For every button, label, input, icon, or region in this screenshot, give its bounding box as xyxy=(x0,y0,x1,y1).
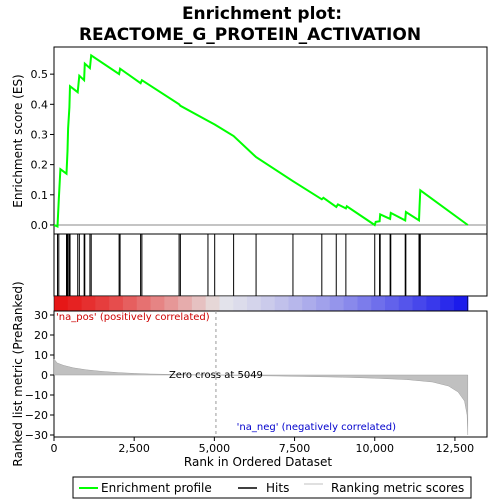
hits-panel-frame xyxy=(53,233,488,297)
gradient-bar-segment xyxy=(357,296,372,311)
gradient-bar-segment xyxy=(81,296,96,311)
ranked-ytick-label: −30 xyxy=(25,429,48,442)
zero-cross-label: Zero cross at 5049 xyxy=(169,370,263,381)
gradient-bar-segment xyxy=(219,296,234,311)
ranked-ytick-label: 0 xyxy=(41,369,48,382)
es-ytick-label: 0.2 xyxy=(31,159,49,172)
gradient-bar-segment xyxy=(412,296,427,311)
es-ytick-label: 0.1 xyxy=(31,189,49,202)
xtick-label: 7,500 xyxy=(279,442,311,455)
xtick-label: 12,500 xyxy=(436,442,475,455)
ranked-ytick-label: 10 xyxy=(34,349,48,362)
xtick-label: 5,000 xyxy=(199,442,231,455)
legend-frame xyxy=(72,476,472,499)
ranked-ylabel: Ranked list metric (PreRanked) xyxy=(11,281,25,466)
es-yaxis: 0.0 0.1 0.2 0.3 0.4 0.5 xyxy=(31,68,54,232)
xtick-label: 2,500 xyxy=(118,442,150,455)
ranked-ytick-label: −10 xyxy=(25,389,48,402)
legend-label-ranking-metric: Ranking metric scores xyxy=(331,481,464,495)
gradient-bar-segment xyxy=(453,296,469,311)
gradient-bar-segment xyxy=(178,296,193,311)
gradient-bar-segment xyxy=(398,296,414,311)
ranking-metric-area xyxy=(53,358,469,436)
ranking-gradient-bar xyxy=(53,295,469,312)
gradient-bar-segment xyxy=(136,296,152,311)
ranked-metric-panel: 30 20 10 0 −10 −20 −30 Zero cross at 5049 'na_… xyxy=(11,281,488,467)
gradient-bar-segment xyxy=(67,296,83,311)
es-ytick-label: 0.5 xyxy=(31,68,49,81)
es-ytick-label: 0.4 xyxy=(31,98,49,111)
ranked-ytick-label: −20 xyxy=(25,409,48,422)
ranked-yaxis: 30 20 10 0 −10 −20 −30 xyxy=(25,309,54,442)
legend: Enrichment profile Hits Ranking metric s… xyxy=(72,476,472,499)
pos-correlated-label: 'na_pos' (positively correlated) xyxy=(56,312,210,323)
gradient-bar-segment xyxy=(122,296,138,311)
hits-panel xyxy=(53,233,488,297)
gradient-bar-segment xyxy=(316,296,331,311)
xtick-label: 10,000 xyxy=(355,442,394,455)
es-ylabel: Enrichment score (ES) xyxy=(11,74,25,207)
es-panel-frame xyxy=(53,46,488,235)
gradient-bar-segment xyxy=(302,296,317,311)
gradient-bar-segment xyxy=(288,296,303,311)
chart-title-line2: REACTOME_G_PROTEIN_ACTIVATION xyxy=(79,25,421,45)
gradient-bar-segment xyxy=(205,296,221,311)
es-ytick-label: 0.3 xyxy=(31,128,49,141)
legend-label-enrichment-profile: Enrichment profile xyxy=(101,481,212,495)
legend-label-hits: Hits xyxy=(266,481,289,495)
neg-correlated-label: 'na_neg' (negatively correlated) xyxy=(237,422,396,433)
gradient-bar-segment xyxy=(329,296,345,311)
gradient-bar-segment xyxy=(109,296,124,311)
gradient-bar-segment xyxy=(150,296,165,311)
hit-lines xyxy=(57,234,421,296)
gradient-bar-segment xyxy=(260,296,276,311)
xaxis-label: Rank in Ordered Dataset xyxy=(184,455,332,469)
gradient-bar-segment xyxy=(385,296,400,311)
gradient-bar-segment xyxy=(371,296,386,311)
chart-title-line1: Enrichment plot: xyxy=(182,4,342,24)
gradient-bar-segment xyxy=(233,296,248,311)
gradient-bar-segment xyxy=(95,296,110,311)
gradient-bar-segment xyxy=(426,296,441,311)
es-curve xyxy=(53,53,469,228)
xaxis: 0 2,500 5,000 7,500 10,000 12,500 xyxy=(51,437,475,455)
gradient-bar-segment xyxy=(343,296,359,311)
gradient-bar-segment xyxy=(164,296,179,311)
es-panel: 0.0 0.1 0.2 0.3 0.4 0.5 Enrichment score (ES) xyxy=(11,46,488,235)
gradient-bar-segment xyxy=(191,296,207,311)
ranked-ytick-label: 30 xyxy=(34,309,48,322)
gradient-bar-segment xyxy=(440,296,455,311)
ranked-ytick-label: 20 xyxy=(34,329,48,342)
gradient-bar-segment xyxy=(247,296,262,311)
gradient-bar-segment xyxy=(274,296,290,311)
gradient-bar-segment xyxy=(54,296,69,311)
xtick-label: 0 xyxy=(51,442,58,455)
es-ytick-label: 0.0 xyxy=(31,219,49,232)
